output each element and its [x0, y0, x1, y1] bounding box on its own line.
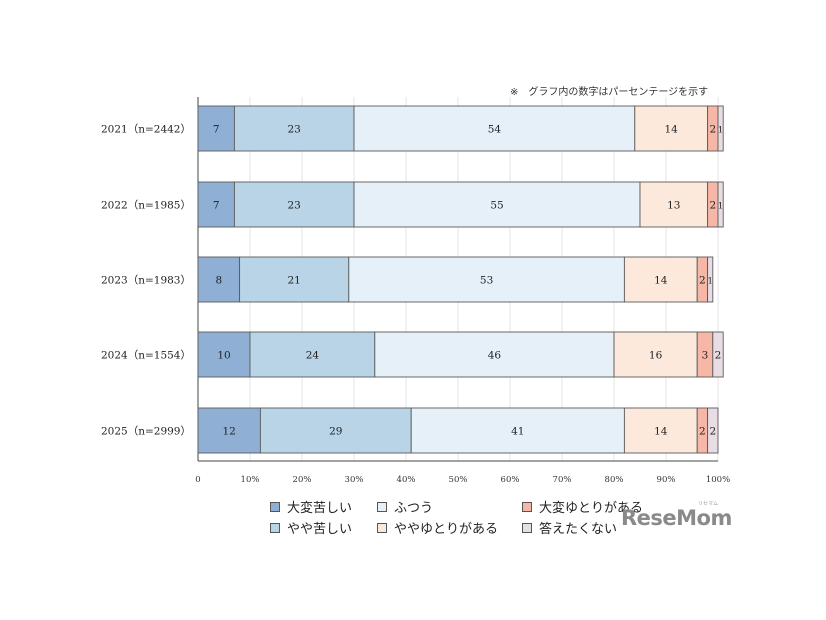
resemom-logo: ReseMom	[621, 506, 732, 530]
bar-segment	[707, 407, 719, 454]
bar-segment	[249, 331, 376, 378]
legend-item: やや苦しい	[270, 518, 352, 537]
data-label: 10	[217, 350, 230, 362]
bar-segment	[259, 407, 412, 454]
legend-label: ふつう	[394, 501, 434, 516]
legend-swatch	[377, 522, 387, 533]
data-label: 12	[223, 426, 236, 438]
data-label: 53	[480, 275, 493, 287]
data-label: 2	[709, 426, 716, 438]
category-label: 2025（n=2999）	[101, 426, 191, 438]
data-label: 7	[213, 124, 220, 136]
data-label: 16	[649, 350, 663, 362]
data-label: 29	[329, 426, 342, 438]
data-label: 14	[654, 426, 668, 438]
data-label: 1	[718, 126, 723, 136]
legend-label: 答えたくない	[539, 522, 618, 537]
legend-swatch	[522, 522, 532, 533]
bar-segment	[197, 407, 261, 454]
data-label: 13	[667, 200, 680, 212]
x-tick-label: 80%	[605, 475, 624, 485]
bar-segment	[707, 256, 714, 303]
category-label: 2021（n=2442）	[101, 124, 191, 136]
x-tick-label: 20%	[293, 475, 312, 485]
bar-segment	[613, 331, 698, 378]
legend-swatch	[270, 522, 280, 533]
data-label: 41	[511, 426, 524, 438]
bar-segment	[712, 331, 724, 378]
bar-segment	[348, 256, 625, 303]
data-label: 2	[709, 124, 716, 136]
legend-label: ややゆとりがある	[394, 522, 499, 537]
data-label: 23	[288, 124, 301, 136]
legend-swatch	[270, 501, 280, 512]
data-label: 2	[709, 200, 716, 212]
legend-item: 答えたくない	[522, 518, 617, 537]
x-tick-label: 50%	[449, 475, 468, 485]
bar-segment	[623, 256, 698, 303]
legend-item: 大変ゆとりがある	[522, 497, 643, 516]
bar-segment	[233, 181, 355, 228]
bar-segment	[233, 105, 355, 152]
legend-item: ややゆとりがある	[377, 518, 498, 537]
x-tick-label: 100%	[706, 475, 730, 485]
data-label: 14	[654, 275, 668, 287]
category-label: 2022（n=1985）	[101, 200, 191, 212]
x-tick-label: 30%	[345, 475, 364, 485]
bar-segment	[717, 181, 724, 228]
data-label: 54	[488, 124, 502, 136]
category-label: 2023（n=1983）	[101, 275, 191, 287]
bar-segment	[717, 105, 724, 152]
x-tick-label: 0	[195, 475, 200, 485]
legend-item: ふつう	[377, 497, 433, 516]
legend-label: 大変ゆとりがある	[539, 501, 644, 516]
bar-segment	[623, 407, 698, 454]
legend-label: 大変苦しい	[287, 501, 353, 516]
bar-segment	[197, 331, 251, 378]
legend-swatch	[377, 501, 387, 512]
legend-swatch	[522, 501, 532, 512]
data-label: 7	[213, 200, 220, 212]
x-tick-label: 70%	[553, 475, 572, 485]
data-label: 2	[715, 350, 722, 362]
data-label: 21	[288, 275, 301, 287]
bar-segment	[353, 105, 636, 152]
data-label: 2	[699, 275, 706, 287]
data-label: 3	[702, 350, 709, 362]
resemom-logo-ruby: リセマム	[698, 501, 719, 507]
bar-segment	[239, 256, 350, 303]
legend-label: やや苦しい	[287, 522, 353, 537]
bar-segment	[197, 256, 241, 303]
data-label: 23	[288, 200, 301, 212]
legend-item: 大変苦しい	[270, 497, 352, 516]
x-tick-label: 40%	[397, 475, 416, 485]
category-label: 2024（n=1554）	[101, 350, 191, 362]
bar-segment	[197, 105, 235, 152]
x-tick-label: 10%	[241, 475, 260, 485]
x-tick-label: 90%	[657, 475, 676, 485]
bar-segment	[374, 331, 615, 378]
data-label: 24	[306, 350, 320, 362]
x-tick-label: 60%	[501, 475, 520, 485]
chart-note: ※ グラフ内の数字はパーセンテージを示す	[510, 87, 709, 98]
data-label: 14	[665, 124, 679, 136]
data-label: 2	[699, 426, 706, 438]
data-label: 46	[488, 350, 502, 362]
data-label: 8	[215, 275, 222, 287]
data-label: 55	[490, 200, 503, 212]
bar-segment	[639, 181, 709, 228]
data-label: 1	[707, 277, 712, 287]
data-label: 1	[718, 202, 723, 212]
bar-segment	[410, 407, 625, 454]
